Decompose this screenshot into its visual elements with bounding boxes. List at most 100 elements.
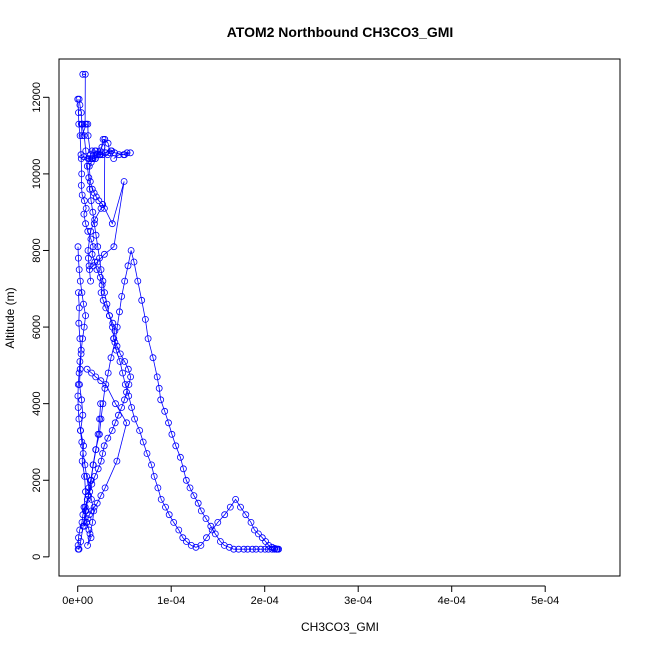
data-point [120, 178, 128, 185]
data-point [87, 227, 94, 235]
data-point [125, 392, 133, 400]
data-point [96, 415, 103, 423]
data-point [79, 70, 87, 78]
series-0 [74, 95, 283, 553]
data-point [186, 484, 194, 492]
data-point [86, 178, 94, 185]
data-point [77, 346, 85, 354]
data-point [84, 247, 92, 254]
data-point [153, 373, 161, 381]
data-point [247, 519, 255, 526]
data-point [101, 250, 108, 258]
data-point [121, 396, 128, 404]
data-point [78, 191, 86, 199]
series-line [77, 246, 95, 546]
data-point [124, 365, 132, 373]
data-point [235, 545, 243, 553]
data-point [99, 400, 107, 408]
y-tick-label: 10000 [31, 159, 43, 190]
data-point [182, 538, 190, 545]
data-point [94, 430, 102, 438]
data-point [91, 472, 99, 480]
data-point [118, 292, 126, 300]
data-point [99, 450, 106, 457]
data-point [237, 503, 244, 511]
data-point [78, 170, 86, 178]
data-point [119, 369, 126, 377]
series-line [77, 99, 279, 550]
data-point [203, 534, 210, 542]
data-point [121, 358, 128, 365]
data-point [155, 384, 163, 392]
data-point [84, 515, 92, 522]
data-point [86, 530, 94, 538]
y-tick-label: 6000 [31, 315, 43, 339]
data-point [85, 254, 92, 262]
data-point [76, 277, 84, 285]
data-point [194, 499, 202, 507]
data-point [109, 319, 117, 327]
data-point [83, 519, 91, 526]
data-point [97, 204, 105, 212]
data-point [165, 419, 172, 427]
data-point [85, 174, 93, 182]
data-point [208, 526, 216, 534]
data-point [104, 369, 112, 377]
data-point [94, 465, 102, 473]
data-point [86, 185, 94, 193]
data-point [92, 231, 100, 239]
data-point [102, 381, 110, 388]
data-point [77, 538, 85, 545]
data-point [172, 442, 180, 450]
data-point [97, 400, 104, 408]
y-tick-label: 12000 [31, 82, 43, 113]
data-point [103, 300, 111, 308]
data-point [81, 461, 89, 469]
data-point [89, 262, 97, 270]
data-point [82, 312, 89, 320]
data-point [97, 377, 105, 385]
data-point [81, 70, 89, 78]
data-point [88, 185, 96, 193]
data-point [79, 335, 86, 343]
data-point [144, 335, 152, 343]
data-point [74, 243, 82, 251]
data-point [148, 461, 155, 469]
data-point [96, 254, 103, 262]
data-point [207, 522, 215, 530]
data-point [131, 415, 139, 423]
data-point [78, 289, 86, 297]
data-point [79, 450, 87, 457]
series-layer [74, 70, 283, 553]
data-point [99, 135, 107, 143]
data-point [240, 545, 248, 553]
data-point [141, 315, 149, 323]
data-point [150, 472, 158, 480]
data-point [112, 400, 119, 408]
data-point [197, 542, 205, 549]
data-point [93, 151, 101, 159]
data-point [83, 472, 90, 480]
data-point [75, 545, 83, 553]
series-line [78, 99, 277, 550]
data-point [254, 530, 262, 538]
data-point [118, 404, 125, 411]
series-6 [74, 243, 98, 549]
data-point [127, 373, 135, 381]
data-point [97, 457, 105, 465]
data-point [251, 526, 258, 534]
data-point [89, 519, 96, 526]
data-point [89, 243, 97, 251]
data-point [134, 277, 142, 285]
data-point [252, 545, 260, 553]
data-point [87, 277, 94, 285]
data-point [76, 132, 84, 140]
data-point [116, 308, 123, 316]
data-point [80, 132, 88, 140]
data-point [92, 155, 99, 163]
data-point [78, 120, 85, 128]
data-point [107, 147, 115, 155]
data-point [116, 358, 124, 365]
data-point [79, 411, 87, 419]
data-point [77, 181, 85, 189]
